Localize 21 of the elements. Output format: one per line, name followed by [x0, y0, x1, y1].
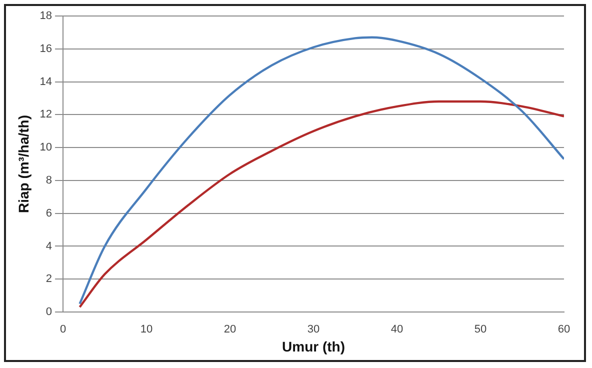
x-tick-label: 20 — [224, 324, 236, 336]
x-tick-label: 40 — [390, 324, 404, 336]
y-tick-label: 16 — [40, 42, 52, 55]
y-tick-label: 2 — [46, 273, 52, 286]
x-tick-label: 60 — [558, 324, 570, 336]
y-tick-label: 6 — [46, 207, 52, 220]
y-tick-label: 4 — [46, 240, 52, 252]
y-tick-label: 0 — [46, 306, 52, 318]
y-tick-label: 18 — [40, 10, 52, 22]
line-series — [78, 100, 564, 308]
y-axis-title: Riap (m³/ha/th) — [15, 115, 32, 213]
x-tick-label: 50 — [474, 324, 487, 336]
line-series — [78, 36, 564, 305]
y-tick-label: 10 — [40, 142, 52, 154]
x-tick-label: 30 — [307, 324, 320, 336]
x-axis-title: Umur (th) — [282, 338, 346, 354]
y-tick-label: 8 — [46, 174, 52, 186]
x-tick-label: 0 — [60, 324, 66, 336]
x-tick-label: 10 — [140, 324, 153, 336]
y-tick-label: 14 — [40, 76, 52, 88]
y-tick-label: 12 — [40, 108, 52, 121]
